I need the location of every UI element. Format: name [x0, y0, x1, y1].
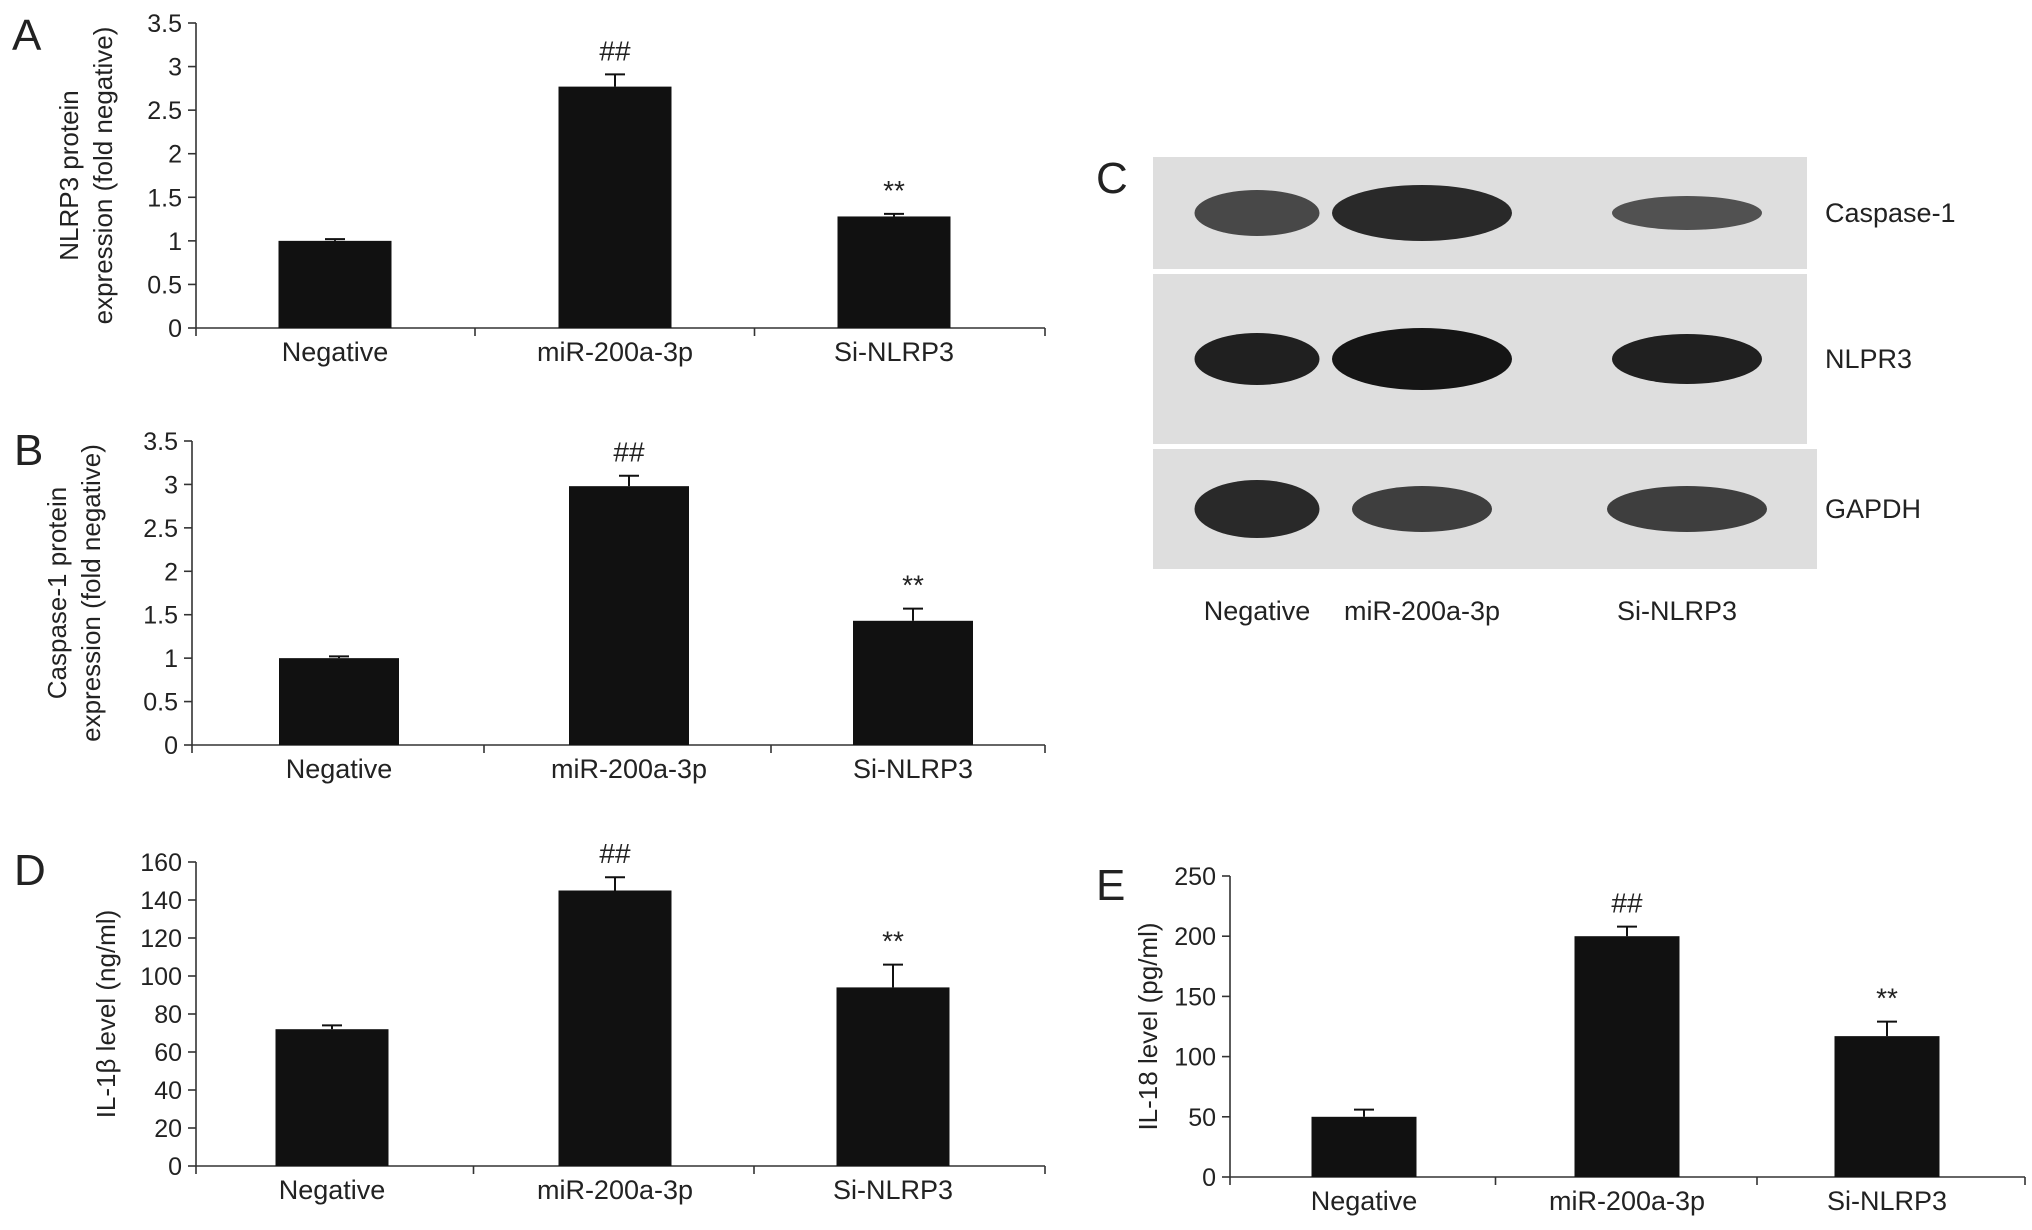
y-tick-label: 1 [164, 645, 178, 673]
blot-lane-label: Si-NLRP3 [1617, 596, 1737, 626]
blot-band [1352, 486, 1492, 532]
western-blot-panel-c: C Caspase-1 NLPR3 GAPDH Negative miR-200a-3p S… [1096, 154, 1956, 626]
x-category-label: Si-NLRP3 [1827, 1186, 1947, 1216]
y-axis-label: NLRP3 protein [54, 90, 84, 261]
y-tick-label: 80 [154, 1001, 182, 1029]
x-category-label: Si-NLRP3 [833, 1175, 953, 1205]
panel-label: D [14, 846, 46, 895]
bar [853, 620, 973, 745]
x-category-label: Si-NLRP3 [853, 754, 973, 784]
blot-band [1194, 480, 1320, 538]
y-tick-label: 0 [1202, 1164, 1216, 1192]
significance-annotation: ** [883, 175, 905, 206]
y-axis-label: IL-1β level (ng/ml) [91, 910, 121, 1119]
y-tick-label: 0 [168, 1153, 182, 1181]
blot-lane-label: Negative [1204, 596, 1311, 626]
significance-annotation: ## [613, 437, 645, 468]
y-tick-label: 0 [164, 732, 178, 760]
bar [558, 890, 672, 1166]
blot-band [1612, 334, 1762, 384]
y-tick-label: 150 [1174, 983, 1216, 1011]
y-tick-label: 200 [1174, 923, 1216, 951]
bar [1834, 1036, 1940, 1177]
bar [837, 216, 951, 328]
bar [569, 486, 689, 745]
panel-label: A [12, 11, 42, 60]
blot-band [1332, 185, 1512, 241]
y-axis-label: expression (fold negative) [88, 27, 118, 325]
chart-panel-e: E 0 50 100 150 200 250 Negative ## miR-200a-3p ** S… [1096, 861, 2026, 1216]
y-tick-label: 3 [168, 54, 182, 82]
bar [278, 240, 392, 328]
panel-label: C [1096, 154, 1128, 203]
panel-label: E [1096, 861, 1125, 910]
bar [558, 86, 672, 328]
y-tick-label: 2 [164, 558, 178, 586]
bar [836, 987, 950, 1166]
y-tick-label: 100 [1174, 1044, 1216, 1072]
blot-row-label: Caspase-1 [1825, 198, 1956, 228]
panel-label: B [14, 426, 43, 475]
y-tick-label: 2.5 [143, 515, 178, 543]
significance-annotation: ## [1611, 888, 1643, 919]
y-tick-label: 3.5 [147, 10, 182, 38]
x-category-label: Negative [1311, 1186, 1418, 1216]
blot-band [1607, 486, 1767, 532]
y-tick-label: 1.5 [143, 602, 178, 630]
significance-annotation: ** [1876, 983, 1898, 1014]
y-tick-label: 1 [168, 228, 182, 256]
y-tick-label: 3 [164, 471, 178, 499]
y-tick-label: 60 [154, 1039, 182, 1067]
y-tick-label: 250 [1174, 863, 1216, 891]
x-category-label: miR-200a-3p [537, 1175, 693, 1205]
chart-panel-d: D 0 20 40 60 80 100 120 140 160 Negative ## miR-200a… [14, 838, 1046, 1205]
significance-annotation: ** [882, 926, 904, 957]
y-tick-label: 140 [140, 887, 182, 915]
significance-annotation: ## [599, 838, 631, 869]
x-category-label: miR-200a-3p [537, 337, 693, 367]
significance-annotation: ## [599, 35, 631, 66]
y-tick-label: 20 [154, 1115, 182, 1143]
x-category-label: miR-200a-3p [1549, 1186, 1705, 1216]
blot-band [1612, 196, 1762, 230]
y-tick-label: 100 [140, 963, 182, 991]
y-tick-label: 120 [140, 925, 182, 953]
y-axis-label: IL-18 level (pg/ml) [1133, 922, 1163, 1130]
bar [275, 1029, 389, 1166]
blot-band [1332, 328, 1512, 390]
bar [1574, 936, 1680, 1177]
x-category-label: miR-200a-3p [551, 754, 707, 784]
y-tick-label: 0.5 [143, 689, 178, 717]
x-category-label: Negative [279, 1175, 386, 1205]
bar [279, 658, 399, 745]
blot-row-label: GAPDH [1825, 494, 1921, 524]
chart-panel-a: A 0 0.5 1 1.5 2 2.5 3 3.5 Negative ## miR-200a-3p **… [12, 10, 1046, 367]
blot-band [1194, 333, 1320, 385]
y-tick-label: 1.5 [147, 184, 182, 212]
y-tick-label: 3.5 [143, 428, 178, 456]
bar [1311, 1116, 1417, 1177]
y-tick-label: 0.5 [147, 271, 182, 299]
x-category-label: Negative [286, 754, 393, 784]
blot-band [1194, 190, 1320, 236]
chart-panel-b: B 0 0.5 1 1.5 2 2.5 3 3.5 Negative ## miR-200a-3p **… [14, 426, 1046, 784]
y-tick-label: 2.5 [147, 97, 182, 125]
y-tick-label: 160 [140, 849, 182, 877]
y-axis-label: Caspase-1 protein [42, 487, 72, 699]
x-category-label: Si-NLRP3 [834, 337, 954, 367]
blot-lane-label: miR-200a-3p [1344, 596, 1500, 626]
significance-annotation: ** [902, 570, 924, 601]
y-tick-label: 50 [1188, 1104, 1216, 1132]
y-tick-label: 0 [168, 315, 182, 343]
blot-row-label: NLPR3 [1825, 344, 1912, 374]
x-category-label: Negative [282, 337, 389, 367]
y-tick-label: 2 [168, 141, 182, 169]
y-tick-label: 40 [154, 1077, 182, 1105]
y-axis-label: expression (fold negative) [76, 444, 106, 742]
